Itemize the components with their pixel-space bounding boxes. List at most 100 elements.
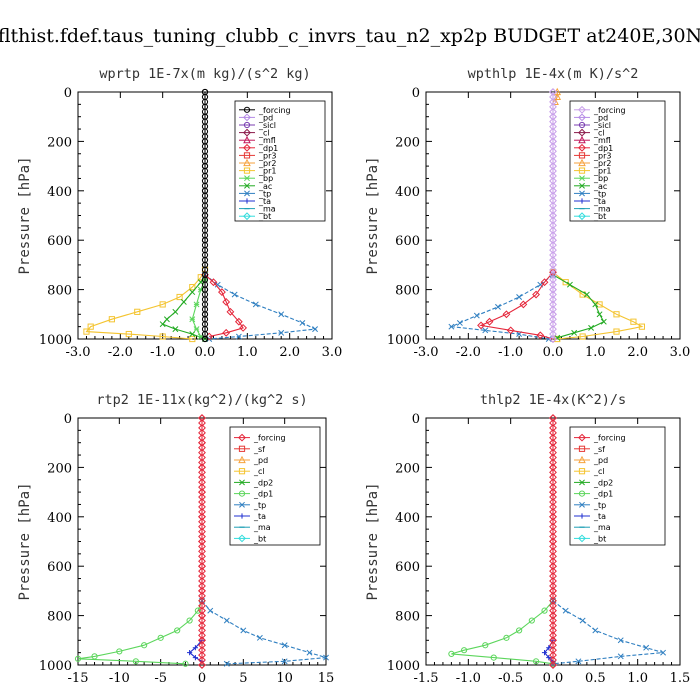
data-point	[125, 330, 132, 338]
legend-swatch-marker	[239, 513, 245, 519]
data-point	[592, 301, 599, 308]
data-point	[193, 326, 200, 333]
legend: _forcing _sf _pd _cl _dp2 _dp1 _tp _ta _ma _bt	[569, 426, 666, 546]
y-tick-label: 600	[395, 560, 420, 575]
legend-label: _mfl	[258, 136, 276, 145]
legend-item: _bt	[574, 534, 606, 543]
data-point	[198, 473, 206, 482]
data-point	[306, 649, 313, 656]
legend-label: _pd	[593, 113, 608, 122]
data-point	[159, 333, 166, 340]
legend-label: _bp	[258, 174, 273, 183]
data-point	[549, 335, 557, 343]
legend-label: _pr2	[593, 159, 611, 168]
series-pr1	[549, 269, 645, 343]
data-point	[549, 616, 557, 625]
data-point	[198, 414, 206, 422]
data-point	[198, 507, 206, 516]
data-point	[198, 517, 206, 526]
data-point	[549, 488, 557, 497]
data-point	[198, 438, 206, 447]
x-tick-label: -10	[109, 671, 130, 686]
legend-label: _bt	[253, 534, 266, 543]
data-point	[506, 326, 515, 335]
data-point	[198, 577, 206, 585]
series-line	[552, 600, 664, 665]
legend-swatch-marker	[243, 167, 251, 174]
legend-item: _pr3	[574, 151, 611, 160]
data-point	[201, 335, 209, 343]
series-line	[201, 600, 327, 665]
data-point	[541, 607, 548, 614]
data-point	[549, 117, 557, 126]
x-tick-label: 0.0	[195, 345, 216, 360]
x-tick-label: -2.0	[108, 345, 133, 360]
data-point	[549, 88, 557, 96]
data-point	[549, 201, 557, 210]
data-point	[549, 542, 557, 551]
x-tick-label: -0.5	[498, 671, 523, 686]
y-axis-label: Pressure [hPa]	[365, 482, 381, 600]
data-point	[549, 483, 557, 492]
data-point	[549, 320, 557, 329]
legend-label: _bt	[593, 212, 606, 221]
data-point	[448, 323, 455, 330]
legend-label: _ac	[258, 182, 272, 191]
data-point	[222, 328, 231, 337]
data-point	[198, 493, 206, 501]
data-point	[198, 596, 206, 605]
x-tick-label: -3.0	[413, 345, 438, 360]
forcing-dense-markers	[549, 88, 557, 343]
legend-swatch-marker	[238, 490, 246, 497]
data-point	[198, 468, 206, 477]
data-point	[617, 653, 624, 660]
legend-swatch-marker	[243, 121, 251, 129]
data-point	[630, 318, 637, 325]
data-point	[116, 648, 123, 655]
data-point	[592, 627, 599, 634]
data-point	[448, 650, 455, 657]
data-point	[239, 323, 248, 332]
legend-swatch-marker	[578, 445, 586, 452]
legend-item: _sicl	[239, 121, 276, 130]
data-point	[549, 241, 557, 250]
data-point	[198, 448, 206, 457]
legend-item: _dp2	[234, 478, 273, 487]
data-point	[198, 646, 206, 655]
data-point	[198, 522, 206, 531]
legend-label: _tp	[258, 189, 271, 198]
legend-swatch-marker	[238, 433, 246, 442]
series-ac	[550, 271, 607, 341]
legend-swatch-marker	[238, 468, 246, 475]
data-point	[549, 557, 557, 566]
data-point	[549, 567, 557, 576]
data-point	[207, 607, 214, 614]
data-point	[516, 294, 523, 300]
data-point	[193, 301, 200, 308]
legend-label: _dp1	[253, 490, 273, 499]
series-line	[451, 600, 554, 665]
data-point	[549, 428, 557, 437]
data-point	[596, 301, 603, 308]
data-point	[172, 308, 179, 315]
data-point	[198, 419, 206, 427]
legend-label: _sf	[593, 445, 605, 454]
legend-label: _ta	[593, 197, 606, 206]
y-tick-label: 1000	[387, 333, 420, 348]
legend-swatch-marker	[579, 190, 585, 197]
data-point	[549, 325, 557, 334]
series-tp	[448, 271, 556, 342]
data-point	[549, 186, 557, 195]
legend-label: _pd	[593, 456, 608, 465]
x-tick-label: -2.0	[456, 345, 481, 360]
data-point	[198, 463, 206, 472]
legend-item: _sf	[234, 445, 265, 454]
series-forcing	[549, 88, 557, 343]
data-point	[223, 660, 230, 667]
data-point	[198, 661, 206, 669]
legend-swatch-marker	[578, 113, 586, 122]
data-point	[477, 321, 485, 330]
data-point	[549, 473, 557, 482]
data-point	[473, 312, 480, 319]
legend-swatch-marker	[579, 479, 585, 486]
